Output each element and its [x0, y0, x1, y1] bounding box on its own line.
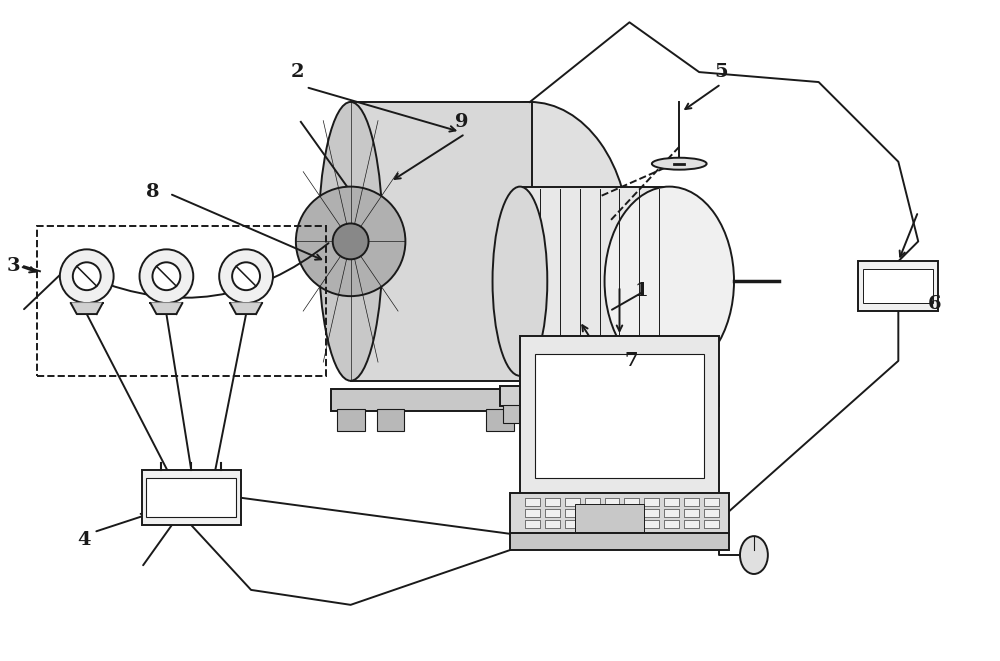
FancyBboxPatch shape	[858, 261, 938, 311]
FancyBboxPatch shape	[664, 498, 679, 506]
FancyBboxPatch shape	[605, 509, 619, 517]
FancyBboxPatch shape	[704, 509, 719, 517]
FancyBboxPatch shape	[503, 405, 527, 422]
FancyBboxPatch shape	[545, 509, 560, 517]
FancyBboxPatch shape	[377, 408, 404, 430]
FancyBboxPatch shape	[684, 520, 699, 528]
Text: 8: 8	[146, 182, 160, 200]
Polygon shape	[150, 303, 182, 314]
Polygon shape	[71, 303, 103, 314]
FancyBboxPatch shape	[644, 498, 659, 506]
FancyBboxPatch shape	[486, 408, 514, 430]
Text: 7: 7	[624, 352, 638, 370]
FancyBboxPatch shape	[605, 498, 619, 506]
FancyBboxPatch shape	[525, 498, 540, 506]
Text: 3: 3	[7, 257, 21, 275]
Circle shape	[140, 249, 193, 303]
FancyBboxPatch shape	[337, 408, 365, 430]
Text: 9: 9	[455, 113, 469, 131]
FancyBboxPatch shape	[585, 509, 600, 517]
Text: 4: 4	[77, 531, 90, 549]
Circle shape	[60, 249, 114, 303]
FancyBboxPatch shape	[684, 509, 699, 517]
FancyBboxPatch shape	[331, 389, 580, 410]
FancyBboxPatch shape	[510, 493, 729, 535]
FancyBboxPatch shape	[704, 498, 719, 506]
Text: 2: 2	[291, 63, 304, 81]
FancyBboxPatch shape	[684, 498, 699, 506]
FancyBboxPatch shape	[536, 408, 564, 430]
FancyBboxPatch shape	[500, 386, 719, 406]
FancyBboxPatch shape	[637, 405, 661, 422]
FancyBboxPatch shape	[664, 520, 679, 528]
Circle shape	[296, 186, 405, 296]
Circle shape	[152, 262, 180, 290]
Circle shape	[219, 249, 273, 303]
FancyBboxPatch shape	[351, 102, 532, 381]
FancyBboxPatch shape	[545, 498, 560, 506]
FancyBboxPatch shape	[510, 533, 729, 550]
FancyBboxPatch shape	[525, 520, 540, 528]
FancyBboxPatch shape	[677, 405, 701, 422]
FancyBboxPatch shape	[565, 509, 580, 517]
Ellipse shape	[493, 186, 547, 376]
FancyBboxPatch shape	[545, 520, 560, 528]
Ellipse shape	[740, 536, 768, 574]
FancyBboxPatch shape	[535, 354, 704, 479]
FancyBboxPatch shape	[565, 498, 580, 506]
FancyBboxPatch shape	[142, 471, 241, 525]
FancyBboxPatch shape	[644, 520, 659, 528]
Ellipse shape	[318, 102, 383, 381]
Polygon shape	[230, 303, 262, 314]
FancyBboxPatch shape	[863, 269, 933, 303]
FancyBboxPatch shape	[520, 336, 719, 495]
FancyBboxPatch shape	[624, 520, 639, 528]
FancyBboxPatch shape	[624, 509, 639, 517]
FancyBboxPatch shape	[146, 479, 236, 517]
FancyBboxPatch shape	[575, 504, 644, 532]
FancyBboxPatch shape	[565, 520, 580, 528]
Circle shape	[232, 262, 260, 290]
FancyBboxPatch shape	[525, 509, 540, 517]
FancyBboxPatch shape	[624, 498, 639, 506]
Ellipse shape	[652, 158, 707, 170]
FancyBboxPatch shape	[605, 520, 619, 528]
FancyBboxPatch shape	[644, 509, 659, 517]
FancyBboxPatch shape	[520, 186, 674, 376]
Text: 5: 5	[714, 63, 728, 81]
Ellipse shape	[605, 186, 734, 376]
FancyBboxPatch shape	[585, 498, 600, 506]
Circle shape	[333, 223, 369, 259]
FancyBboxPatch shape	[585, 520, 600, 528]
FancyBboxPatch shape	[543, 405, 567, 422]
Text: 6: 6	[928, 295, 942, 313]
FancyBboxPatch shape	[704, 520, 719, 528]
FancyBboxPatch shape	[664, 509, 679, 517]
Circle shape	[73, 262, 101, 290]
Text: 1: 1	[634, 282, 648, 300]
Ellipse shape	[430, 102, 629, 381]
